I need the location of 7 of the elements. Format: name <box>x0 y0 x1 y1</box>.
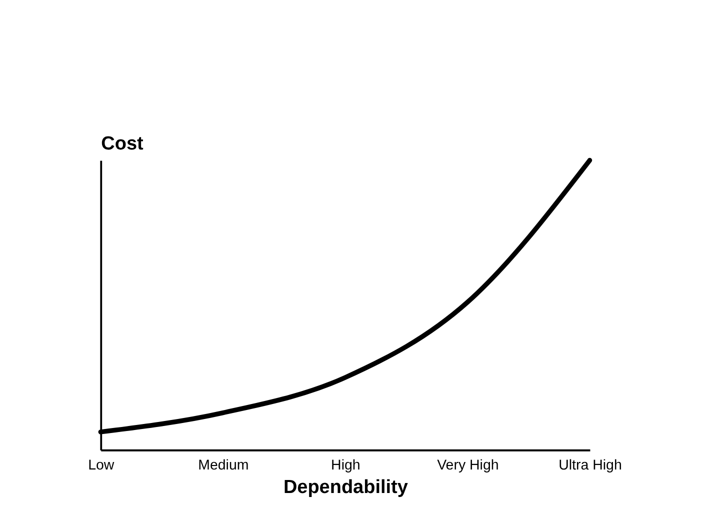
x-tick-label: Ultra High <box>558 457 622 474</box>
x-tick-label: Medium <box>198 457 249 474</box>
y-axis-title: Cost <box>101 133 144 154</box>
x-tick-label: Very High <box>437 457 499 474</box>
x-axis-title: Dependability <box>283 477 408 498</box>
x-tick-label: High <box>331 457 360 474</box>
x-tick-label: Low <box>88 457 115 474</box>
